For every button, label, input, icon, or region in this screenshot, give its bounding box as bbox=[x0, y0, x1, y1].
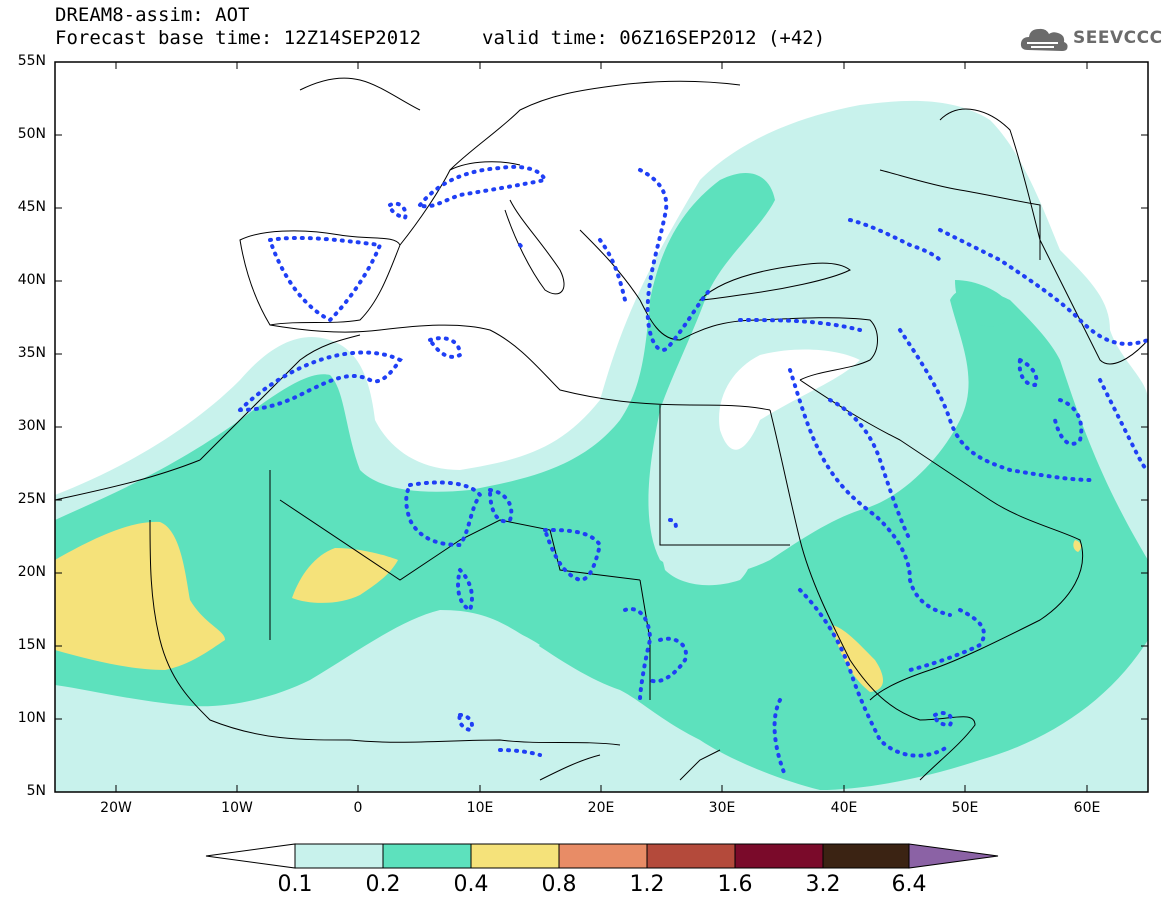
colorbar-seg-0 bbox=[205, 843, 296, 869]
colorbar-seg-1 bbox=[294, 843, 384, 869]
aot-band-0.4 bbox=[55, 521, 225, 670]
colorbar-label: 0.2 bbox=[365, 872, 401, 897]
lat-label: 25N bbox=[17, 491, 46, 507]
forecast-base-time: Forecast base time: 12Z14SEP2012 bbox=[55, 27, 422, 49]
lat-label: 40N bbox=[17, 272, 46, 288]
seevccc-logo: SEEVCCC bbox=[1018, 22, 1162, 56]
logo-text: SEEVCCC bbox=[1073, 28, 1163, 48]
colorbar-seg-7 bbox=[822, 843, 910, 869]
colorbar-label: 3.2 bbox=[805, 872, 841, 897]
lat-label: 55N bbox=[17, 53, 46, 69]
lon-label: 60E bbox=[1073, 800, 1101, 816]
lat-label: 15N bbox=[17, 637, 46, 653]
lon-label: 0 bbox=[353, 800, 363, 816]
colorbar-label: 1.6 bbox=[717, 872, 753, 897]
colorbar-seg-6 bbox=[734, 843, 824, 869]
lon-label: 20E bbox=[587, 800, 615, 816]
colorbar-label: 0.1 bbox=[277, 872, 313, 897]
lon-label: 50E bbox=[951, 800, 979, 816]
colorbar-seg-8 bbox=[908, 843, 999, 869]
colorbar-seg-3 bbox=[470, 843, 560, 869]
lon-label: 10W bbox=[221, 800, 253, 816]
lat-label: 10N bbox=[17, 710, 46, 726]
colorbar-seg-4 bbox=[558, 843, 648, 869]
aot-band-0.2 bbox=[55, 172, 1148, 791]
lon-label: 20W bbox=[100, 800, 132, 816]
cloud-icon bbox=[1020, 28, 1068, 51]
lon-label: 10E bbox=[466, 800, 494, 816]
colorbar-label: 0.8 bbox=[541, 872, 577, 897]
colorbar bbox=[205, 843, 999, 869]
lat-label: 50N bbox=[17, 126, 46, 142]
lat-label: 45N bbox=[17, 199, 46, 215]
axis-ticks bbox=[55, 61, 1148, 792]
lat-label: 35N bbox=[17, 345, 46, 361]
lon-label: 40E bbox=[830, 800, 858, 816]
map-title: DREAM8-assim: AOT bbox=[55, 4, 250, 26]
colorbar-label: 1.2 bbox=[629, 872, 665, 897]
lat-label: 5N bbox=[26, 783, 46, 799]
colorbar-seg-2 bbox=[382, 843, 472, 869]
valid-time: valid time: 06Z16SEP2012 (+42) bbox=[482, 27, 826, 49]
lon-label: 30E bbox=[708, 800, 736, 816]
lat-label: 20N bbox=[17, 564, 46, 580]
colorbar-label: 0.4 bbox=[453, 872, 489, 897]
colorbar-label: 6.4 bbox=[891, 872, 927, 897]
colorbar-seg-5 bbox=[646, 843, 736, 869]
lat-label: 30N bbox=[17, 418, 46, 434]
